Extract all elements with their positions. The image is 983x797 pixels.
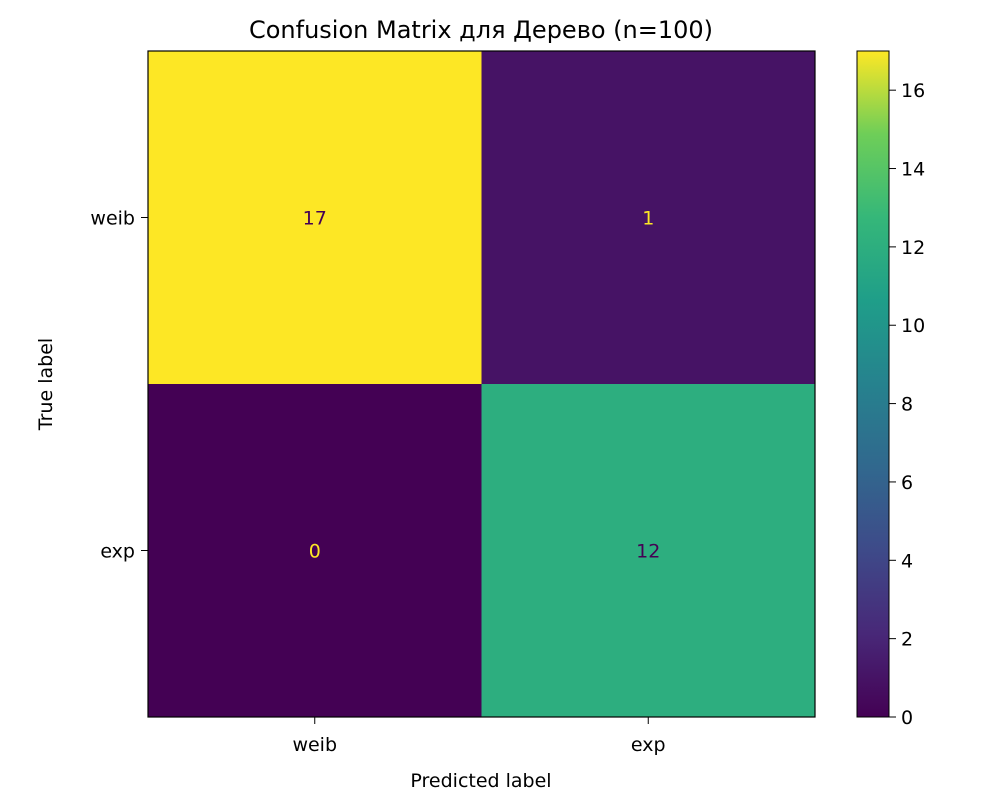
x-axis-label: Predicted label: [410, 770, 551, 792]
x-tick-label: exp: [631, 734, 666, 756]
heatmap-cell: [481, 51, 815, 384]
heatmap-cells: [148, 51, 815, 717]
y-axis-ticks: weib exp: [90, 208, 148, 563]
colorbar-tick-label: 8: [901, 394, 913, 416]
chart-title: Confusion Matrix для Дерево (n=100): [249, 16, 713, 44]
colorbar-tick-label: 14: [901, 159, 925, 181]
colorbar-tick-label: 4: [901, 550, 913, 572]
cell-value-label: 0: [309, 541, 321, 563]
colorbar-tick-label: 16: [901, 80, 925, 102]
colorbar-tick-label: 2: [901, 629, 913, 651]
x-axis-ticks: weib exp: [292, 717, 666, 756]
y-axis-label: True label: [35, 338, 57, 431]
y-tick-label: weib: [90, 208, 135, 230]
colorbar-ticks: 0 2 4 6 8 10 12 14 16: [889, 80, 925, 729]
heatmap-cell: [148, 51, 482, 384]
colorbar-tick-label: 10: [901, 315, 925, 337]
cell-value-label: 1: [642, 208, 654, 230]
colorbar-tick-label: 6: [901, 472, 913, 494]
cell-value-label: 17: [303, 208, 327, 230]
heatmap-cell-labels: 17 1 0 12: [303, 208, 661, 563]
y-tick-label: exp: [100, 541, 135, 563]
heatmap-cell: [148, 384, 482, 717]
cell-value-label: 12: [636, 541, 660, 563]
plot-frame: [147, 50, 816, 718]
colorbar-tick-label: 12: [901, 237, 925, 259]
colorbar: [856, 50, 890, 718]
colorbar-tick-label: 0: [901, 707, 913, 729]
x-tick-label: weib: [292, 734, 337, 756]
heatmap-cell: [481, 384, 815, 717]
